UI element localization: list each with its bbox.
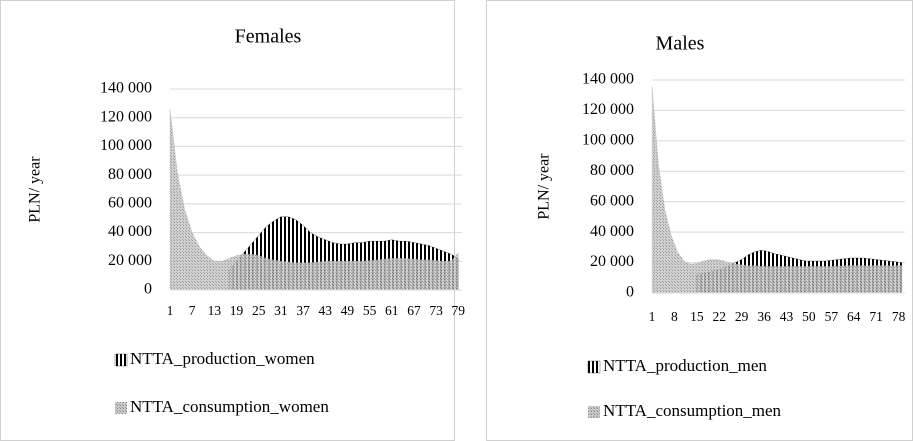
y-tick-label: 20 000: [590, 253, 634, 270]
x-tick-label: 50: [802, 309, 816, 324]
y-axis-label: PLN/ year: [536, 153, 553, 220]
legend-label: NTTA_production_women: [130, 349, 315, 368]
x-tick-label: 37: [296, 303, 310, 318]
x-tick-label: 64: [847, 309, 861, 324]
y-tick-label: 60 000: [590, 192, 634, 209]
x-tick-label: 55: [363, 303, 377, 318]
x-tick-label: 49: [341, 303, 355, 318]
x-tick-label: 61: [385, 303, 399, 318]
x-tick-label: 1: [649, 309, 656, 324]
x-tick-label: 78: [892, 309, 906, 324]
legend-swatch: [115, 402, 127, 414]
y-tick-label: 60 000: [108, 195, 152, 212]
legend-label: NTTA_production_men: [603, 356, 767, 375]
x-tick-label: 36: [757, 309, 771, 324]
legend-swatch: [587, 360, 601, 374]
x-tick-label: 25: [252, 303, 266, 318]
x-tick-label: 43: [318, 303, 332, 318]
y-tick-label: 140 000: [582, 71, 634, 88]
x-tick-label: 79: [452, 303, 466, 318]
legend-swatch: [114, 353, 128, 367]
y-tick-label: 80 000: [590, 162, 634, 179]
y-tick-label: 40 000: [590, 223, 634, 240]
legend-label: NTTA_consumption_women: [130, 397, 329, 416]
x-tick-label: 8: [671, 309, 678, 324]
x-tick-label: 7: [189, 303, 196, 318]
x-tick-label: 22: [713, 309, 727, 324]
area: [651, 86, 902, 294]
x-tick-label: 19: [230, 303, 244, 318]
y-tick-label: 140 000: [100, 80, 152, 97]
legend-label: NTTA_consumption_men: [603, 401, 782, 420]
x-tick-label: 31: [274, 303, 288, 318]
y-tick-label: 20 000: [108, 252, 152, 269]
chart: Males PLN/ year 0 20 000 40 000 60 000 80 000 1…: [536, 33, 906, 420]
x-tick-label: 43: [780, 309, 794, 324]
y-tick-label: 0: [144, 281, 152, 298]
x-tick-label: 57: [825, 309, 839, 324]
y-tick-label: 100 000: [582, 132, 634, 149]
y-tick-label: 40 000: [108, 223, 152, 240]
chart-title: Females: [235, 26, 302, 48]
y-tick-label: 120 000: [582, 101, 634, 118]
x-tick-label: 1: [167, 303, 174, 318]
x-tick-label: 13: [208, 303, 222, 318]
x-tick-label: 73: [429, 303, 443, 318]
y-tick-label: 80 000: [108, 166, 152, 183]
x-tick-label: 67: [407, 303, 421, 318]
y-tick-label: 0: [626, 284, 634, 301]
x-tick-label: 71: [869, 309, 883, 324]
x-tick-label: 15: [690, 309, 704, 324]
legend-swatch: [588, 406, 600, 418]
y-tick-label: 120 000: [100, 108, 152, 125]
panel-border: [0, 0, 455, 441]
area: [169, 109, 459, 291]
x-tick-label: 29: [735, 309, 749, 324]
chart-title: Males: [656, 33, 705, 55]
y-axis-label: PLN/ year: [27, 156, 44, 223]
y-tick-label: 100 000: [100, 137, 152, 154]
chart: Females PLN/ year 0 20 000 40 000 60 000 80 00…: [27, 26, 466, 416]
